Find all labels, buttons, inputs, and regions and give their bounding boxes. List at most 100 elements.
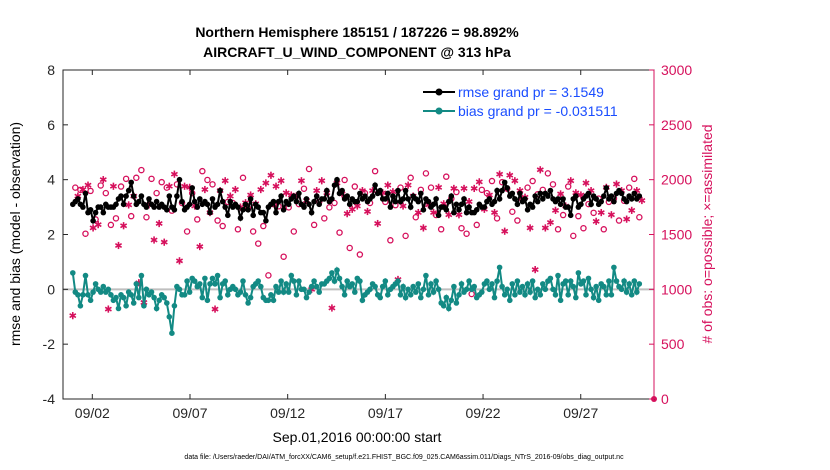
x-tick-label: 09/27 bbox=[563, 405, 598, 421]
obs-possible-marker bbox=[336, 229, 343, 236]
obs-possible-marker bbox=[473, 221, 480, 229]
bias-point bbox=[191, 278, 198, 284]
obs-possible-marker bbox=[249, 228, 257, 235]
obs-assimilated-stroke bbox=[231, 187, 239, 193]
rmse-point bbox=[303, 196, 310, 202]
bias-point bbox=[463, 286, 470, 293]
obs-possible-marker bbox=[453, 188, 460, 196]
obs-assimilated-marker bbox=[318, 177, 326, 185]
rmse-point bbox=[171, 207, 178, 213]
obs-assimilated-stroke bbox=[99, 177, 107, 183]
obs-assimilated-stroke bbox=[69, 313, 77, 319]
bias-point bbox=[489, 281, 495, 287]
bias-point bbox=[418, 294, 424, 301]
rmse-point bbox=[385, 190, 391, 197]
obs-possible-marker bbox=[97, 182, 104, 189]
obs-possible-marker bbox=[493, 215, 501, 222]
bias-point bbox=[352, 289, 358, 295]
bias-point bbox=[115, 305, 122, 312]
bias-point bbox=[471, 283, 478, 290]
bias-point bbox=[532, 294, 538, 301]
rmse-point bbox=[537, 190, 544, 197]
bias-point bbox=[413, 289, 419, 295]
bias-point bbox=[225, 292, 231, 298]
obs-assimilated-stroke bbox=[277, 178, 285, 184]
rmse-point bbox=[504, 185, 511, 191]
y-right-tick-label: 2000 bbox=[661, 172, 692, 188]
obs-assimilated-marker bbox=[526, 224, 534, 232]
obs-assimilated-stroke bbox=[84, 182, 92, 188]
bias-point bbox=[288, 272, 295, 279]
obs-assimilated-marker bbox=[414, 208, 422, 217]
obs-assimilated-stroke bbox=[572, 190, 580, 196]
obs-assimilated-stroke bbox=[165, 183, 173, 189]
rmse-point bbox=[186, 201, 193, 208]
obs-possible-marker bbox=[463, 230, 470, 237]
bias-point bbox=[430, 289, 437, 295]
obs-possible-marker bbox=[326, 204, 333, 211]
rmse-point bbox=[636, 193, 643, 199]
rmse-point bbox=[491, 198, 498, 205]
rmse-point bbox=[433, 196, 439, 202]
bias-point bbox=[316, 289, 323, 295]
bias-point bbox=[420, 286, 427, 293]
obs-assimilated-stroke bbox=[114, 242, 123, 248]
y-right-tick-label: 3000 bbox=[661, 62, 692, 78]
obs-possible-marker bbox=[82, 230, 89, 237]
rmse-point bbox=[377, 187, 384, 194]
obs-assimilated-marker bbox=[501, 227, 509, 235]
rmse-point bbox=[207, 209, 213, 216]
rmse-point bbox=[255, 204, 261, 210]
data-file-footnote: data file: /Users/raeder/DAI/ATM_forcXX/… bbox=[184, 454, 624, 461]
bias-point bbox=[133, 281, 140, 287]
obs-assimilated-marker bbox=[211, 305, 219, 313]
obs-assimilated-marker bbox=[623, 215, 631, 223]
rmse-point bbox=[331, 182, 338, 188]
bias-point bbox=[156, 297, 162, 304]
obs-possible-marker bbox=[194, 216, 201, 223]
bias-point bbox=[90, 289, 96, 295]
obs-assimilated-marker bbox=[638, 196, 646, 205]
rmse-point bbox=[420, 207, 427, 213]
obs-possible-marker bbox=[631, 175, 638, 183]
rmse-point bbox=[128, 179, 134, 186]
bias-point bbox=[265, 297, 272, 304]
obs-assimilated-marker bbox=[114, 241, 123, 250]
obs-possible-marker bbox=[219, 222, 226, 230]
obs-assimilated-marker bbox=[506, 171, 514, 179]
obs-assimilated-marker bbox=[125, 201, 133, 209]
rmse-point bbox=[227, 198, 234, 205]
obs-possible-marker bbox=[559, 211, 567, 219]
rmse-point bbox=[402, 187, 409, 194]
bias-point bbox=[285, 289, 292, 295]
bias-point bbox=[136, 294, 142, 301]
y-left-tick-label: 6 bbox=[47, 117, 55, 133]
rmse-point bbox=[382, 196, 389, 202]
bias-point bbox=[108, 292, 114, 298]
rmse-point bbox=[456, 207, 462, 213]
rmse-point bbox=[443, 207, 450, 213]
rmse-point bbox=[362, 193, 368, 199]
rmse-point bbox=[176, 176, 183, 183]
obs-assimilated-marker bbox=[582, 179, 590, 187]
bias-point bbox=[397, 292, 404, 298]
obs-possible-marker bbox=[427, 184, 435, 191]
bias-point bbox=[415, 281, 422, 287]
rmse-point bbox=[461, 196, 467, 202]
obs-assimilated-marker bbox=[226, 192, 234, 200]
obs-possible-marker bbox=[300, 185, 308, 192]
obs-assimilated-stroke bbox=[104, 306, 112, 312]
rmse-point bbox=[278, 193, 284, 199]
bias-point bbox=[382, 278, 389, 284]
rmse-point bbox=[296, 190, 302, 197]
obs-assimilated-marker bbox=[551, 206, 560, 214]
bias-point bbox=[339, 283, 345, 290]
bias-point bbox=[222, 278, 228, 284]
bias-point bbox=[344, 278, 351, 284]
bias-point bbox=[240, 278, 246, 284]
rmse-point bbox=[509, 190, 516, 197]
rmse-point bbox=[136, 198, 142, 205]
bias-point bbox=[562, 278, 569, 284]
obs-assimilated-marker bbox=[150, 236, 158, 244]
bias-point bbox=[491, 294, 498, 301]
